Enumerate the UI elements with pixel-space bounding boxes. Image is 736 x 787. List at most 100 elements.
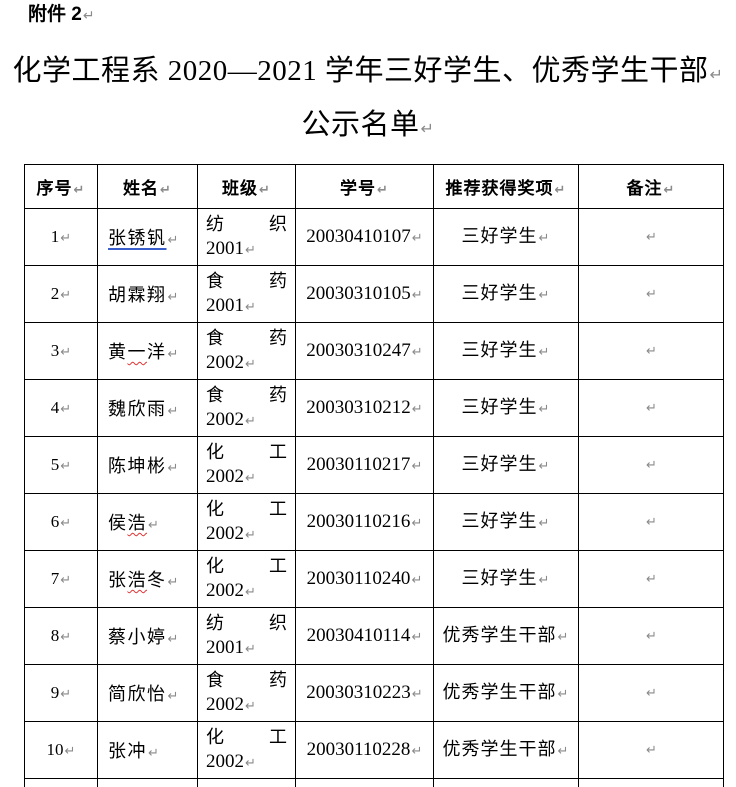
cell-no: 10↵ bbox=[25, 722, 98, 779]
cell-no: 5↵ bbox=[25, 437, 98, 494]
header-label: 学号 bbox=[340, 179, 376, 198]
paragraph-mark-icon: ↵ bbox=[645, 458, 657, 473]
paragraph-mark-icon: ↵ bbox=[59, 402, 71, 417]
paragraph-mark-icon: ↵ bbox=[167, 404, 180, 419]
paragraph-mark-icon: ↵ bbox=[147, 518, 160, 533]
student-name: 胡霖翔 bbox=[108, 285, 167, 305]
paragraph-mark-icon: ↵ bbox=[645, 230, 657, 245]
name-char: 怡 bbox=[147, 684, 167, 704]
class-char: 化 bbox=[206, 725, 224, 750]
paragraph-mark-icon: ↵ bbox=[411, 687, 423, 702]
cell-name: 简欣怡↵ bbox=[98, 665, 198, 722]
title-line-2-text: 公示名单 bbox=[302, 109, 420, 141]
student-id: 20030110216 bbox=[307, 511, 411, 532]
paragraph-mark-icon: ↵ bbox=[258, 183, 271, 198]
cell-remark: ↵ bbox=[579, 665, 724, 722]
student-name: 魏欣雨 bbox=[108, 399, 167, 419]
class-char: 化 bbox=[206, 497, 224, 522]
cell-name: 侯浩↵ bbox=[98, 494, 198, 551]
paragraph-mark-icon: ↵ bbox=[244, 357, 256, 372]
paragraph-mark-icon: ↵ bbox=[538, 516, 551, 531]
paragraph-mark-icon: ↵ bbox=[557, 687, 570, 702]
student-id: 20030110240 bbox=[307, 568, 411, 589]
award-name: 三好学生 bbox=[462, 226, 538, 246]
cell-name: 陈坤彬↵ bbox=[98, 437, 198, 494]
class-year: 2002↵ bbox=[206, 693, 287, 719]
paragraph-mark-icon: ↵ bbox=[645, 515, 657, 530]
cell-empty bbox=[434, 779, 579, 787]
paragraph-mark-icon: ↵ bbox=[167, 689, 180, 704]
award-name: 三好学生 bbox=[462, 340, 538, 360]
name-char: 雨 bbox=[147, 399, 167, 419]
class-year: 2002↵ bbox=[206, 579, 287, 605]
table-row: 3↵ 黄一洋↵ 食药 2002↵ 20030310247↵ 三好学生↵ ↵ bbox=[25, 323, 724, 380]
paragraph-mark-icon: ↵ bbox=[244, 756, 256, 771]
cell-award: 三好学生↵ bbox=[434, 437, 579, 494]
paragraph-mark-icon: ↵ bbox=[411, 231, 423, 246]
header-cell-2: 班级↵ bbox=[198, 165, 296, 209]
class-char: 食 bbox=[206, 269, 224, 294]
attachment-label: 附件 2↵ bbox=[28, 2, 95, 29]
class-name: 纺织 bbox=[206, 212, 287, 237]
paragraph-mark-icon: ↵ bbox=[64, 744, 76, 759]
class-char: 食 bbox=[206, 668, 224, 693]
header-label: 姓名 bbox=[123, 179, 159, 198]
student-name: 简欣怡 bbox=[108, 684, 167, 704]
name-char: 浩 bbox=[128, 513, 148, 533]
paragraph-mark-icon: ↵ bbox=[159, 183, 172, 198]
award-name: 优秀学生干部 bbox=[443, 625, 557, 645]
name-char: 冬 bbox=[147, 570, 167, 590]
paragraph-mark-icon: ↵ bbox=[244, 699, 256, 714]
paragraph-mark-icon: ↵ bbox=[645, 572, 657, 587]
class-char: 食 bbox=[206, 383, 224, 408]
class-char: 工 bbox=[269, 725, 287, 750]
table-row: 7↵ 张浩冬↵ 化工 2002↵ 20030110240↵ 三好学生↵ ↵ bbox=[25, 551, 724, 608]
table-row: 5↵ 陈坤彬↵ 化工 2002↵ 20030110217↵ 三好学生↵ ↵ bbox=[25, 437, 724, 494]
award-name: 三好学生 bbox=[462, 454, 538, 474]
cell-name: 魏欣雨↵ bbox=[98, 380, 198, 437]
name-char: 胡 bbox=[108, 285, 128, 305]
cell-name: 张浩冬↵ bbox=[98, 551, 198, 608]
cell-no: 4↵ bbox=[25, 380, 98, 437]
paragraph-mark-icon: ↵ bbox=[538, 345, 551, 360]
cell-empty bbox=[98, 779, 198, 787]
paragraph-mark-icon: ↵ bbox=[167, 347, 180, 362]
header-cell-4: 推荐获得奖项↵ bbox=[434, 165, 579, 209]
header-cell-5: 备注↵ bbox=[579, 165, 724, 209]
student-id: 20030110228 bbox=[307, 739, 411, 760]
cell-student-id: 20030110216↵ bbox=[296, 494, 434, 551]
cell-award: 三好学生↵ bbox=[434, 209, 579, 266]
header-label: 序号 bbox=[37, 179, 73, 198]
cell-class: 食药 2001↵ bbox=[198, 266, 296, 323]
name-char: 侯 bbox=[108, 513, 128, 533]
cell-no: 7↵ bbox=[25, 551, 98, 608]
student-name: 黄一洋 bbox=[108, 342, 167, 362]
paragraph-mark-icon: ↵ bbox=[167, 575, 180, 590]
cell-student-id: 20030110228↵ bbox=[296, 722, 434, 779]
class-char: 纺 bbox=[206, 611, 224, 636]
title-line-2: 公示名单↵ bbox=[0, 100, 736, 154]
class-char: 纺 bbox=[206, 212, 224, 237]
paragraph-mark-icon: ↵ bbox=[645, 344, 657, 359]
table-row: 9↵ 简欣怡↵ 食药 2002↵ 20030310223↵ 优秀学生干部↵ ↵ bbox=[25, 665, 724, 722]
cell-class: 化工 2002↵ bbox=[198, 551, 296, 608]
cell-student-id: 20030310105↵ bbox=[296, 266, 434, 323]
class-year: 2001↵ bbox=[206, 237, 287, 263]
header-row: 序号↵姓名↵班级↵学号↵推荐获得奖项↵备注↵ bbox=[25, 165, 724, 209]
cell-class: 化工 2002↵ bbox=[198, 722, 296, 779]
award-name: 优秀学生干部 bbox=[443, 682, 557, 702]
class-char: 织 bbox=[269, 212, 287, 237]
cell-name: 黄一洋↵ bbox=[98, 323, 198, 380]
name-char: 张 bbox=[108, 741, 128, 761]
class-char: 药 bbox=[269, 269, 287, 294]
name-char: 张 bbox=[108, 228, 128, 248]
cell-student-id: 20030410114↵ bbox=[296, 608, 434, 665]
class-char: 工 bbox=[269, 497, 287, 522]
cell-award: 优秀学生干部↵ bbox=[434, 665, 579, 722]
name-char: 黄 bbox=[108, 342, 128, 362]
header-label: 推荐获得奖项 bbox=[446, 179, 554, 198]
student-name: 张浩冬 bbox=[108, 570, 167, 590]
class-year: 2002↵ bbox=[206, 408, 287, 434]
award-name: 优秀学生干部 bbox=[443, 739, 557, 759]
award-name: 三好学生 bbox=[462, 283, 538, 303]
